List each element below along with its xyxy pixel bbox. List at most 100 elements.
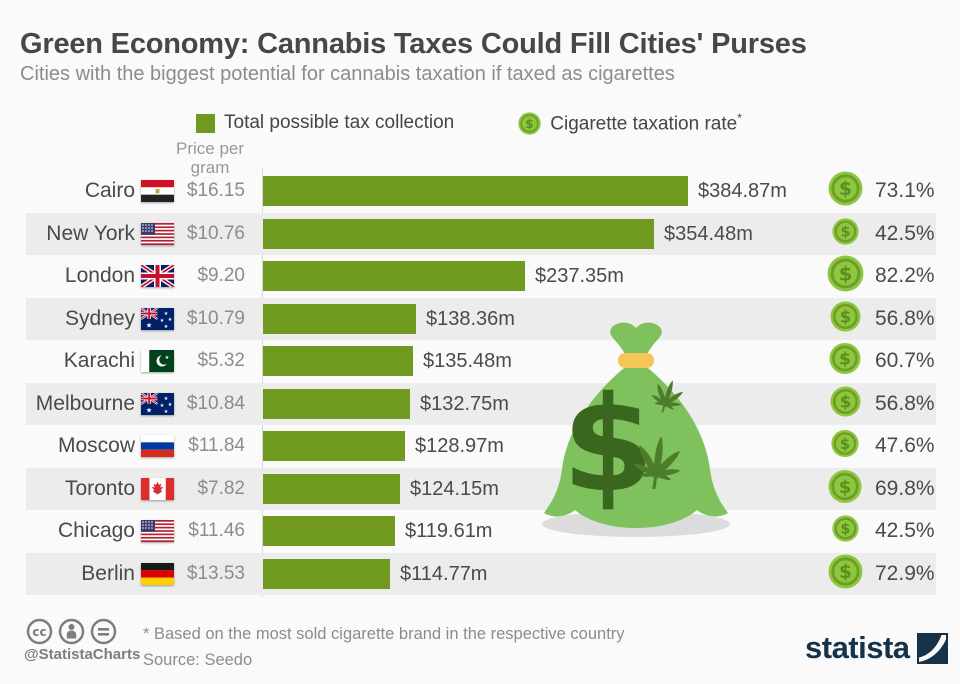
country-flag — [141, 180, 174, 202]
chart-row-karachi: Karachi ★ $5.32 $135.48m $ 60.7% — [0, 340, 960, 383]
dollar-coin-icon: $ — [828, 469, 862, 503]
tax-collection-bar — [263, 558, 390, 589]
cigarette-rate-coin: $ — [829, 343, 861, 380]
egypt-flag-icon — [141, 180, 174, 202]
row-stripe — [26, 552, 936, 595]
svg-text:★: ★ — [164, 324, 169, 330]
dollar-coin-icon: $ — [829, 386, 861, 417]
dollar-coin-icon: $ — [829, 301, 861, 332]
cc-icon: cc — [26, 618, 53, 645]
cigarette-rate-value: 72.9% — [875, 561, 935, 585]
svg-text:★: ★ — [168, 317, 173, 323]
row-stripe — [26, 297, 936, 340]
svg-text:★: ★ — [164, 311, 169, 317]
cigarette-rate-coin: $ — [831, 515, 859, 547]
dollar-coin-icon: $ — [831, 515, 859, 542]
page-subtitle: Cities with the biggest potential for ca… — [20, 63, 675, 85]
row-stripe — [26, 467, 936, 510]
svg-text:$: $ — [840, 224, 850, 240]
price-per-gram-value: $10.79 — [186, 307, 245, 329]
cigarette-rate-coin: $ — [828, 554, 863, 594]
bar-axis-baseline — [262, 167, 263, 597]
cigarette-rate-coin: $ — [828, 469, 862, 508]
pakistan-flag-icon: ★ — [141, 350, 174, 372]
coin-legend-icon: $ — [518, 111, 541, 135]
tax-collection-bar — [263, 261, 525, 291]
tax-collection-value: $138.36m — [426, 307, 515, 330]
australia-flag-icon: ★★★ ★★ — [141, 307, 174, 330]
svg-text:★: ★ — [168, 402, 173, 408]
cigarette-rate-value: 42.5% — [875, 221, 935, 245]
tax-collection-value: $124.15m — [410, 477, 499, 500]
svg-text:$: $ — [839, 562, 852, 583]
cigarette-rate-value: 60.7% — [875, 349, 935, 372]
city-label: Chicago — [57, 519, 135, 543]
svg-text:$: $ — [840, 436, 850, 453]
chart-row-sydney: Sydney ★ ★ ★ ★ ★ $10.79 $138.36m $ 56.8% — [0, 297, 960, 340]
country-flag: ★ ★ ★ ★ ★ — [141, 307, 174, 330]
price-per-gram-value: $13.53 — [186, 562, 245, 584]
city-label: Cairo — [84, 179, 135, 203]
cigarette-rate-value: 42.5% — [875, 519, 935, 542]
chart-row-toronto: Toronto $7.82 $124.15m $ 69.8% — [0, 467, 960, 510]
price-per-gram-value: $10.84 — [186, 392, 245, 414]
statista-logo-mark-icon — [916, 632, 948, 664]
country-flag — [141, 222, 174, 245]
dollar-coin-icon: $ — [518, 111, 541, 135]
city-label: Toronto — [64, 476, 135, 500]
svg-text:$: $ — [839, 349, 851, 369]
bar-legend-swatch — [196, 113, 215, 133]
source: Source: Seedo — [143, 651, 253, 669]
country-flag: ★ — [141, 350, 174, 372]
svg-text:★: ★ — [160, 403, 165, 409]
coin-legend-label: Cigarette taxation rate* — [550, 110, 742, 135]
price-per-gram-value: $5.32 — [197, 350, 245, 372]
cc-license-icons: cc — [26, 618, 117, 645]
svg-text:★: ★ — [164, 409, 169, 415]
row-stripe — [26, 382, 936, 425]
svg-text:$: $ — [562, 368, 654, 522]
price-per-gram-value: $9.20 — [197, 265, 245, 287]
cigarette-rate-coin: $ — [827, 255, 864, 297]
svg-text:$: $ — [839, 179, 852, 200]
tax-collection-bar — [263, 346, 413, 376]
svg-text:★: ★ — [146, 406, 152, 414]
page-title: Green Economy: Cannabis Taxes Could Fill… — [20, 28, 807, 60]
country-flag — [141, 435, 174, 457]
city-label: Moscow — [57, 434, 135, 458]
svg-text:$: $ — [839, 477, 852, 498]
statista-logo: statista — [805, 630, 948, 666]
country-flag — [141, 520, 174, 542]
tax-collection-bar — [263, 431, 405, 461]
cannabis-leaf-icon — [633, 380, 683, 490]
cigarette-rate-value: 47.6% — [875, 434, 935, 457]
tax-collection-bar — [263, 388, 410, 419]
svg-text:$: $ — [840, 522, 850, 538]
city-label: London — [64, 264, 135, 288]
chart-row-cairo: Cairo $16.15 $384.87m $ 73.1% — [0, 170, 960, 213]
bar-legend-label: Total possible tax collection — [224, 112, 455, 133]
uk-flag-icon — [141, 265, 174, 287]
price-per-gram-value: $11.84 — [188, 435, 245, 457]
australia-flag-icon: ★★★ ★★ — [141, 392, 174, 415]
tax-collection-value: $384.87m — [698, 180, 787, 202]
tax-collection-bar — [263, 176, 688, 206]
price-per-gram-header: Price per gram — [175, 139, 245, 178]
footnote: * Based on the most sold cigarette brand… — [143, 625, 625, 643]
svg-text:★: ★ — [165, 355, 170, 361]
svg-text:$: $ — [526, 116, 534, 130]
tax-collection-value: $354.48m — [664, 222, 753, 245]
price-per-gram-value: $10.76 — [186, 222, 245, 244]
country-flag — [141, 562, 174, 585]
tax-collection-bar — [263, 473, 400, 504]
chart-row-moscow: Moscow $11.84 $128.97m $ 47.6% — [0, 425, 960, 468]
tax-collection-value: $114.77m — [400, 562, 488, 585]
chart-row-new-york: New York $10.76 $354.48m $ 42.5% — [0, 212, 960, 255]
svg-text:★: ★ — [160, 318, 165, 324]
cc-nd-icon — [90, 618, 117, 645]
dollar-coin-icon: $ — [827, 255, 863, 292]
tax-collection-value: $128.97m — [415, 435, 504, 457]
svg-text:★: ★ — [164, 396, 169, 402]
country-flag: ★ ★ ★ ★ ★ — [141, 392, 174, 415]
